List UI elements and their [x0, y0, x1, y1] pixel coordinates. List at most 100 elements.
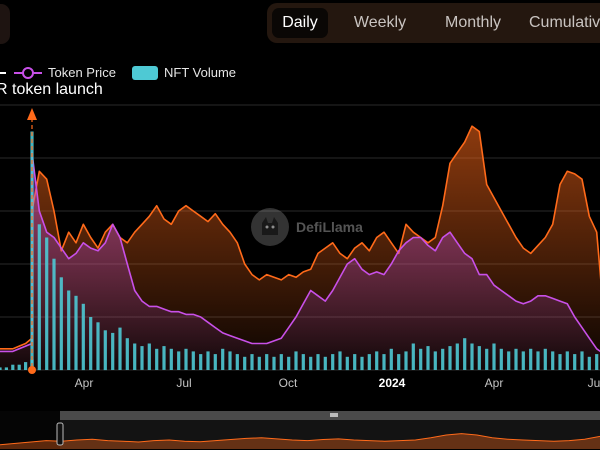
brush-window — [60, 420, 600, 449]
nft-volume-bar — [301, 354, 305, 370]
nft-volume-bar — [177, 351, 181, 370]
nft-volume-bar — [426, 346, 430, 370]
nft-volume-bar — [103, 330, 107, 371]
nft-volume-bar — [404, 351, 408, 370]
brush-left-handle — [56, 422, 64, 446]
launch-marker-arrow — [27, 108, 37, 120]
token-launch-annotation: R token launch — [0, 81, 103, 98]
nft-volume-bar — [67, 290, 71, 370]
legend-line-dot-icon — [14, 67, 42, 79]
nft-volume-bar — [45, 237, 49, 370]
nft-volume-bar — [257, 356, 261, 371]
nft-volume-bar — [397, 354, 401, 370]
nft-volume-bar — [294, 351, 298, 370]
launch-marker-dot — [28, 366, 36, 374]
legend-label-nft-volume: NFT Volume — [164, 65, 237, 80]
brush-mini-line — [0, 433, 600, 446]
tab-monthly[interactable]: Monthly — [444, 14, 502, 31]
nft-volume-bar — [125, 338, 129, 370]
nft-volume-bar — [213, 354, 217, 370]
nft-volume-bar — [235, 354, 239, 370]
tab-weekly[interactable]: Weekly — [353, 14, 407, 31]
nft-volume-bar — [485, 348, 489, 370]
tab-cumulative[interactable]: Cumulative — [529, 14, 600, 31]
nft-volume-bar — [521, 351, 525, 370]
legend-label-token-price: Token Price — [48, 65, 116, 80]
x-tick-label: 2024 — [379, 376, 406, 390]
nft-volume-bar — [345, 356, 349, 371]
range-brush[interactable] — [0, 411, 600, 449]
nft-volume-bar — [30, 131, 34, 370]
legend-partial-marker — [0, 72, 6, 74]
nft-volume-bar — [162, 346, 166, 370]
nft-volume-bar — [24, 362, 28, 370]
left-toolbar-chip[interactable] — [0, 4, 10, 44]
nft-volume-bar — [499, 348, 503, 370]
nft-volume-bar — [265, 354, 269, 370]
llama-logo-icon — [251, 208, 289, 246]
brush-mini-area — [0, 433, 600, 449]
nft-volume-bar — [81, 303, 85, 371]
nft-volume-bar — [133, 343, 137, 370]
nft-volume-bar — [433, 351, 437, 370]
x-tick-label: Apr — [75, 376, 94, 390]
x-tick-label: Oct — [279, 376, 298, 390]
nft-volume-bar — [367, 354, 371, 370]
nft-volume-bar — [96, 322, 100, 370]
nft-volume-bar — [360, 356, 364, 371]
nft-volume-bar — [4, 367, 8, 370]
nft-volume-bar — [389, 348, 393, 370]
x-axis: Apr Jul Oct 2024 Apr Ju — [75, 376, 600, 390]
nft-volume-bar — [573, 354, 577, 370]
nft-volume-bar — [228, 351, 232, 370]
nft-volume-bar — [448, 346, 452, 370]
nft-volume-bar — [279, 354, 283, 370]
nft-volume-bar — [199, 354, 203, 370]
nft-volume-bar — [250, 354, 254, 370]
nft-volume-bar — [514, 348, 518, 370]
nft-volume-bar — [470, 343, 474, 370]
nft-volume-bar — [551, 351, 555, 370]
nft-volume-bar — [147, 343, 151, 370]
nft-volume-bar — [309, 356, 313, 371]
legend-box-icon — [132, 66, 158, 80]
nft-volume-bar — [287, 356, 291, 371]
nft-volume-bar — [477, 346, 481, 370]
watermark-text: DefiLlama — [296, 219, 363, 235]
nft-volume-bar — [184, 348, 188, 370]
nft-volume-bar — [37, 224, 41, 371]
nft-volume-bar — [507, 351, 511, 370]
nft-volume-bar — [89, 317, 93, 370]
nft-volume-bar — [375, 351, 379, 370]
nft-volume-bar — [52, 258, 56, 370]
nft-volume-bar — [316, 354, 320, 370]
nft-volume-bar — [59, 277, 63, 371]
nft-volume-bar — [595, 354, 599, 370]
nft-volume-bar — [155, 348, 159, 370]
nft-volume-bar — [331, 354, 335, 370]
nft-volume-bar — [243, 356, 247, 371]
nft-volume-bar — [272, 356, 276, 371]
tab-daily[interactable]: Daily — [272, 8, 328, 38]
nft-volume-bar — [543, 348, 547, 370]
nft-volume-bar — [323, 356, 327, 371]
orange-line — [0, 125, 600, 350]
nft-volume-bar — [353, 354, 357, 370]
nft-volume-bar — [558, 354, 562, 370]
nft-volume-bar — [74, 295, 78, 370]
defillama-watermark: DefiLlama — [248, 205, 388, 249]
token-price-area-fill — [0, 152, 600, 370]
nft-volume-bar — [11, 364, 15, 370]
token-price-series — [0, 151, 600, 370]
nft-volume-bar — [338, 351, 342, 370]
nft-volume-bar — [463, 338, 467, 370]
x-tick-label: Ju — [588, 376, 600, 390]
nft-volume-bar — [419, 348, 423, 370]
nft-volume-bar — [411, 343, 415, 370]
nft-volume-bar — [587, 356, 591, 371]
x-tick-label: Apr — [485, 376, 504, 390]
nft-volume-bar — [191, 351, 195, 370]
granularity-tab-bar: Daily Weekly Monthly Cumulative — [267, 3, 600, 43]
